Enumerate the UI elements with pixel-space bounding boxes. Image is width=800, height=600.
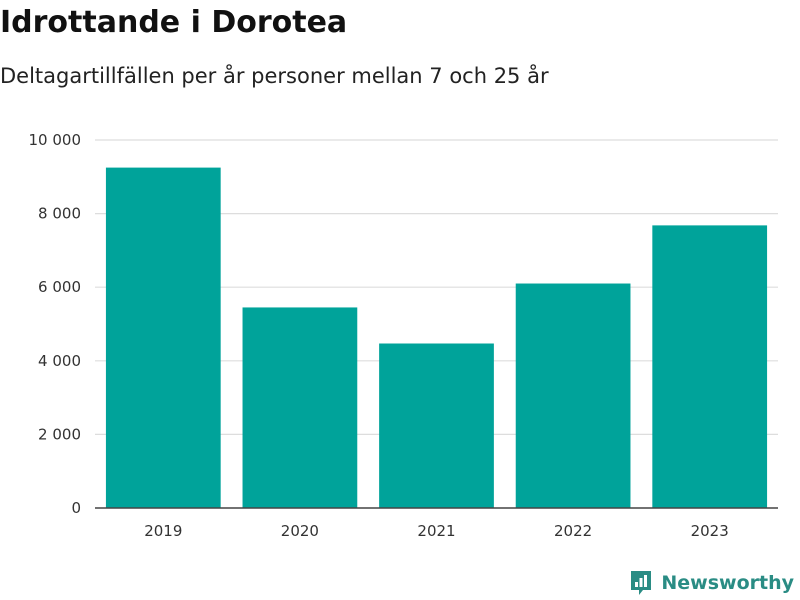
y-tick-label: 4 000: [38, 352, 81, 370]
bar-2020: [242, 307, 358, 508]
brand-logo: Newsworthy: [629, 569, 794, 597]
x-tick-label: 2020: [281, 522, 319, 540]
bar-2019: [105, 167, 221, 508]
bar-2021: [379, 343, 494, 508]
newsworthy-logo-icon: [631, 571, 652, 595]
x-axis-ticks: 2019 2020 2021 2022 2023: [144, 522, 729, 540]
x-tick-label: 2021: [417, 522, 455, 540]
bar-chart: 0 2 000 4 000 6 000 8 000 10 000 2019 2020 2021…: [29, 131, 778, 540]
x-tick-label: 2022: [554, 522, 592, 540]
bar-2023: [652, 225, 768, 508]
y-axis-ticks: 0 2 000 4 000 6 000 8 000 10 000: [29, 131, 82, 517]
y-tick-label: 8 000: [38, 205, 81, 223]
y-tick-label: 10 000: [29, 131, 82, 149]
bars: [105, 167, 768, 508]
chart-title: Idrottande i Dorotea: [0, 5, 348, 40]
bar-2022: [515, 283, 631, 508]
y-tick-label: 0: [71, 499, 81, 517]
y-tick-label: 6 000: [38, 278, 81, 296]
x-tick-label: 2023: [691, 522, 729, 540]
chart-subtitle: Deltagartillfällen per år personer mella…: [0, 64, 549, 88]
brand-name: Newsworthy: [661, 572, 794, 594]
y-tick-label: 2 000: [38, 425, 81, 443]
x-tick-label: 2019: [144, 522, 182, 540]
